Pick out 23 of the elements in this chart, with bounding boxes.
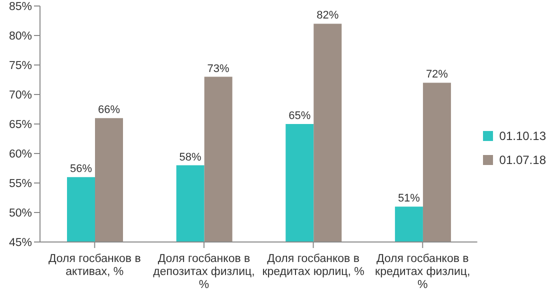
y-tick-label: 85% [8, 1, 32, 14]
legend-label: 01.10.13 [499, 129, 546, 143]
x-tick-label: Доля госбанков в депозитах физлиц, % [153, 253, 255, 291]
y-tick-label: 50% [8, 208, 32, 220]
x-tick-label: Доля госбанков в кредитах физлиц, % [375, 253, 470, 291]
data-label: 82% [316, 10, 339, 22]
data-label: 73% [207, 62, 230, 75]
y-tick-label: 80% [8, 30, 32, 43]
data-label: 56% [70, 163, 92, 176]
y-tick-label: 65% [8, 119, 32, 132]
x-tick-label: Доля госбанков в кредитах юрлиц, % [262, 253, 364, 278]
y-tick-label: 60% [8, 148, 32, 161]
legend-label: 01.07.18 [499, 153, 546, 167]
data-label: 58% [179, 151, 202, 164]
x-tick-label: Доля госбанков в активах, % [48, 253, 141, 278]
data-label: 72% [426, 68, 448, 81]
data-label: 66% [98, 104, 120, 116]
y-tick-label: 70% [8, 90, 32, 102]
data-label: 51% [398, 192, 420, 205]
y-tick-label: 45% [8, 237, 32, 250]
y-tick-label: 55% [8, 178, 32, 190]
data-label: 65% [288, 110, 311, 122]
y-tick-label: 75% [8, 60, 32, 72]
